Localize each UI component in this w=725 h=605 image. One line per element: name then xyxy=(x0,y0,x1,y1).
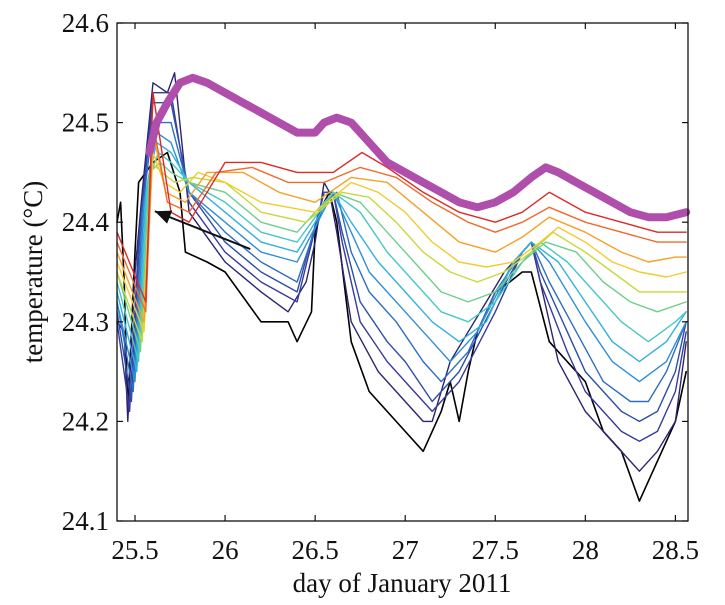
y-tick-label: 24.5 xyxy=(62,108,109,138)
x-tick-label: 26.5 xyxy=(292,535,339,565)
plot-frame xyxy=(116,22,689,522)
series-line-9 xyxy=(116,161,687,343)
y-tick-label: 24.2 xyxy=(62,406,109,436)
series-line-7 xyxy=(116,151,687,363)
series-line-4 xyxy=(116,121,687,403)
x-axis-title: day of January 2011 xyxy=(293,568,512,598)
y-tick-label: 24.4 xyxy=(62,207,110,237)
annotation-layer xyxy=(154,210,251,251)
series-line-12 xyxy=(116,121,687,313)
y-tick-label: 24.3 xyxy=(62,307,109,337)
series-line-0 xyxy=(116,151,688,502)
series-line-5 xyxy=(116,131,687,383)
x-tick-label: 26 xyxy=(212,535,239,565)
plot-series-layer xyxy=(116,72,691,502)
x-tick-label: 28.5 xyxy=(652,535,699,565)
y-axis-title: temperature (°C) xyxy=(18,181,48,363)
series-line-3 xyxy=(116,101,687,423)
series-line-11 xyxy=(116,131,687,323)
x-tick-label: 27.5 xyxy=(472,535,519,565)
x-tick-label: 28 xyxy=(572,535,599,565)
annotation-arrow-shaft xyxy=(154,210,251,251)
series-line-8 xyxy=(116,161,687,353)
y-tick-label: 24.1 xyxy=(62,506,109,536)
series-line-10 xyxy=(116,151,687,333)
series-line-13 xyxy=(116,91,687,303)
series-line-14 xyxy=(145,73,691,222)
series-line-6 xyxy=(116,141,687,373)
x-tick-label: 25.5 xyxy=(111,535,158,565)
x-tick-label: 27 xyxy=(392,535,419,565)
ticks-layer: 25.5 26 26.5 27 27.5 28 28.5 24.1 24.2 24.3 24.4 24… xyxy=(62,8,699,565)
series-line-1 xyxy=(116,72,687,472)
annotation-arrow-head xyxy=(154,210,173,224)
y-tick-label: 24.6 xyxy=(62,8,109,38)
